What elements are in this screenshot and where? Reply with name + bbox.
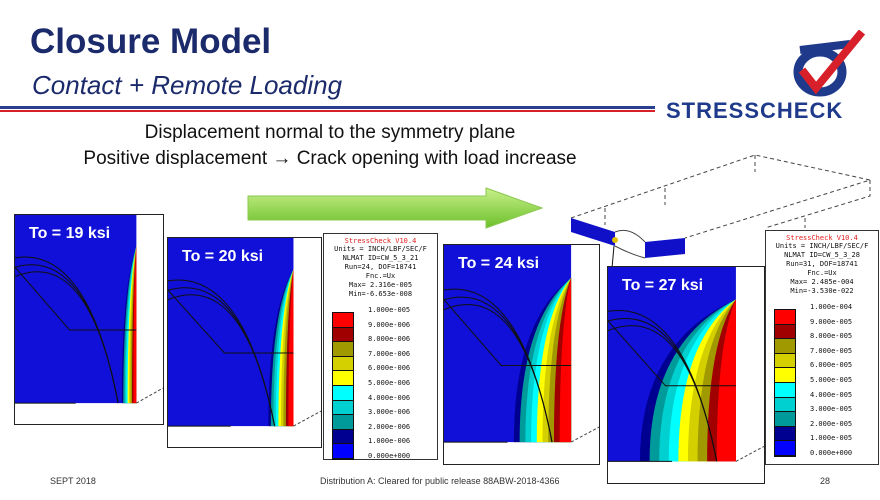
mesh-line bbox=[608, 320, 736, 387]
contour-panel-27ksi: To = 27 ksi bbox=[607, 266, 765, 484]
mesh-line bbox=[168, 289, 294, 354]
legend-swatch bbox=[775, 368, 795, 383]
legend-tick-label: 1.000e-005 bbox=[368, 306, 411, 314]
legend-swatch bbox=[333, 371, 353, 386]
color-legend-2: StressCheck V10.4 Units = INCH/LBF/SEC/F N… bbox=[765, 230, 879, 465]
contour-band bbox=[559, 277, 572, 443]
legend-swatch bbox=[775, 412, 795, 427]
legend-info-line: NLMAT ID=CW_5_3_28 bbox=[784, 251, 860, 259]
legend-swatch bbox=[333, 429, 353, 445]
legend-tick-label: 3.000e-006 bbox=[368, 408, 411, 417]
legend-info-line: Max= 2.485e-004 bbox=[790, 278, 854, 286]
legend-info-line: NLMAT ID=CW_5_3_21 bbox=[342, 254, 419, 262]
panel-label: To = 24 ksi bbox=[458, 255, 540, 272]
legend-info-line: Fnc.=Ux bbox=[807, 269, 837, 277]
mesh-line bbox=[168, 294, 276, 427]
model-surface bbox=[15, 215, 137, 404]
footer-date: SEPT 2018 bbox=[50, 476, 96, 486]
mesh-line bbox=[444, 299, 572, 366]
legend-tick-label: 5.000e-006 bbox=[368, 379, 411, 387]
plate-model-diagram bbox=[565, 150, 875, 275]
legend-tick-label: 6.000e-005 bbox=[810, 361, 853, 370]
legend-info-line: Run=24, DOF=18741 bbox=[344, 263, 417, 271]
panel-label: To = 27 ksi bbox=[622, 277, 704, 294]
contour-band bbox=[716, 299, 736, 462]
legend-swatch bbox=[775, 382, 795, 398]
contour-band bbox=[133, 246, 137, 404]
color-legend-1: StressCheck V10.4 Units = INCH/LBF/SEC/F N… bbox=[323, 233, 438, 460]
body-line-2: Positive displacement → Crack opening wi… bbox=[83, 148, 577, 169]
slide-title: Closure Model bbox=[30, 22, 272, 61]
legend-swatch bbox=[775, 441, 795, 456]
legend-info-line: Units = INCH/LBF/SEC/F bbox=[334, 245, 427, 253]
legend-tick-label: 2.000e-006 bbox=[368, 422, 411, 431]
legend-tick-label: 4.000e-006 bbox=[368, 393, 411, 402]
legend-tick-label: 0.000e+000 bbox=[810, 449, 853, 457]
legend-info-line: Max= 2.316e-005 bbox=[348, 281, 413, 289]
legend-swatch bbox=[775, 339, 795, 354]
legend-swatch bbox=[775, 310, 795, 325]
header-rule-red bbox=[0, 110, 655, 112]
header-rule-blue bbox=[0, 106, 655, 109]
mesh-line bbox=[444, 304, 553, 443]
legend-color-bar bbox=[332, 312, 354, 460]
legend-tick-label: 1.000e-006 bbox=[368, 437, 411, 446]
legend-tick-label: 8.000e-005 bbox=[810, 332, 853, 341]
legend-swatch bbox=[333, 313, 353, 328]
footer-page-number: 28 bbox=[820, 476, 831, 486]
legend-title: StressCheck V10.4 bbox=[786, 234, 858, 242]
legend-tick-label: 9.000e-006 bbox=[368, 320, 411, 329]
legend-tick-label: 4.000e-005 bbox=[810, 390, 853, 399]
legend-swatch bbox=[333, 356, 353, 372]
slide-subtitle: Contact + Remote Loading bbox=[32, 70, 343, 100]
legend-swatch bbox=[333, 444, 353, 459]
contour-band bbox=[288, 269, 294, 427]
mesh-line bbox=[608, 325, 718, 462]
legend-tick-label: 0.000e+000 bbox=[368, 452, 411, 460]
green-arrow-icon bbox=[246, 186, 546, 235]
legend-tick-label: 1.000e-004 bbox=[810, 303, 853, 311]
legend-swatch bbox=[775, 426, 795, 442]
legend-swatch bbox=[333, 400, 353, 416]
contour-panel-19ksi: To = 19 ksi bbox=[14, 214, 164, 425]
legend-tick-label: 3.000e-005 bbox=[810, 405, 853, 414]
legend-info-line: Run=31, DOF=18741 bbox=[786, 260, 858, 268]
legend-info-line: Min=-3.530e-022 bbox=[790, 287, 854, 295]
legend-info-line: Fnc.=Ux bbox=[365, 272, 396, 280]
stresscheck-logo-text: STRESSCHECK bbox=[666, 98, 844, 123]
footer-distribution: Distribution A: Cleared for public relea… bbox=[320, 476, 560, 486]
legend-swatch bbox=[333, 327, 353, 343]
legend-tick-label: 8.000e-006 bbox=[368, 335, 411, 344]
contour-panel-24ksi: To = 24 ksi bbox=[443, 244, 600, 465]
legend-tick-label: 7.000e-005 bbox=[810, 346, 853, 355]
legend-swatch bbox=[333, 342, 353, 357]
legend-color-bar bbox=[774, 309, 796, 457]
panel-label: To = 20 ksi bbox=[182, 248, 264, 265]
legend-tick-label: 1.000e-005 bbox=[810, 434, 853, 443]
legend-title: StressCheck V10.4 bbox=[344, 237, 417, 245]
mesh-line bbox=[15, 271, 119, 404]
legend-info-line: Units = INCH/LBF/SEC/F bbox=[775, 242, 869, 250]
stresscheck-logo-icon bbox=[790, 29, 870, 103]
panel-label: To = 19 ksi bbox=[29, 225, 111, 242]
legend-tick-label: 5.000e-005 bbox=[810, 376, 853, 384]
legend-swatch bbox=[333, 415, 353, 430]
contour-panel-20ksi: To = 20 ksi bbox=[167, 237, 322, 448]
legend-swatch bbox=[775, 397, 795, 413]
body-line-1: Displacement normal to the symmetry plan… bbox=[144, 122, 516, 143]
legend-tick-label: 2.000e-005 bbox=[810, 419, 853, 428]
legend-swatch bbox=[775, 353, 795, 369]
legend-info-line: Min=-6.653e-008 bbox=[348, 290, 413, 298]
legend-tick-label: 9.000e-005 bbox=[810, 317, 853, 326]
legend-tick-label: 6.000e-006 bbox=[368, 364, 411, 373]
legend-swatch bbox=[775, 324, 795, 340]
legend-swatch bbox=[333, 385, 353, 401]
legend-tick-label: 7.000e-006 bbox=[368, 349, 411, 358]
mesh-line bbox=[15, 266, 137, 331]
